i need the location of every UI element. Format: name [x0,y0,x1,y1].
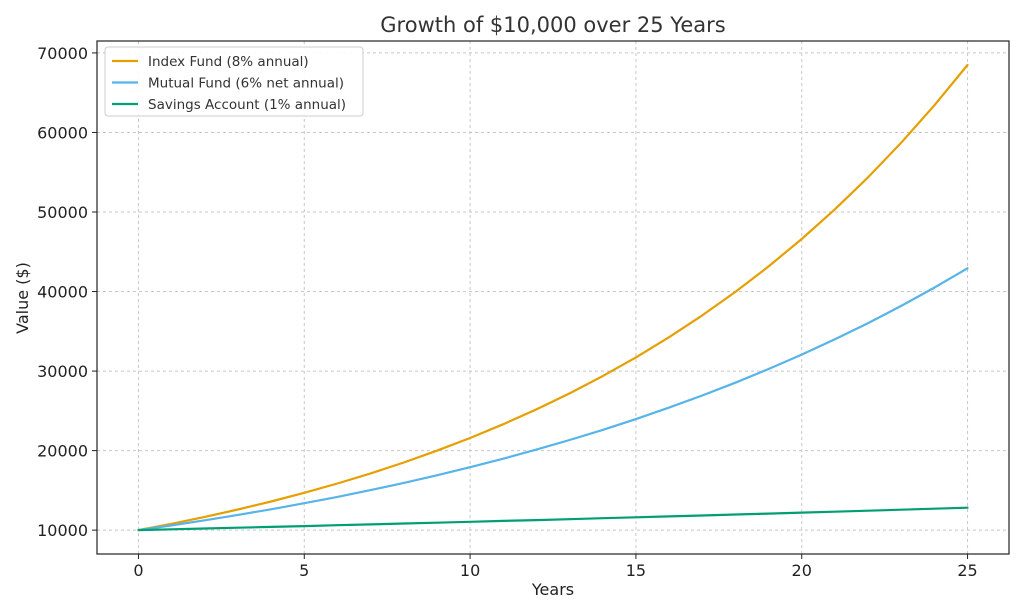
chart-title: Growth of $10,000 over 25 Years [380,13,725,37]
y-tick-label: 70000 [37,44,88,63]
x-tick-label: 15 [626,561,646,580]
grid-layer [97,41,1009,554]
legend-box [104,46,364,117]
x-tick-label: 5 [299,561,309,580]
x-tick-label: 10 [460,561,480,580]
series-layer [137,63,969,532]
y-tick-label: 60000 [37,123,88,142]
x-axis-label: Years [531,580,574,599]
legend: Index Fund (8% annual) Mutual Fund (6% ne… [104,46,364,117]
legend-label-0: Index Fund (8% annual) [148,54,309,70]
series-line-1 [137,267,969,532]
y-tick-label: 50000 [37,203,88,222]
y-tick-label: 10000 [37,521,88,540]
x-tick-label: 0 [133,561,143,580]
y-tick-label: 20000 [37,442,88,461]
series-line-0 [137,63,969,532]
x-tick-label: 20 [792,561,812,580]
y-axis-ticks: 10000 20000 30000 40000 50000 60000 70000 [37,44,97,540]
x-tick-label: 25 [957,561,977,580]
legend-entries: Index Fund (8% annual) Mutual Fund (6% ne… [112,54,346,113]
x-axis-ticks: 0 5 10 15 20 25 [133,554,978,580]
axes-layer [96,40,1010,555]
y-axis-label: Value ($) [13,262,32,334]
series-line-2 [137,506,969,532]
y-tick-label: 30000 [37,362,88,381]
plot-frame [96,40,1010,555]
legend-label-1: Mutual Fund (6% net annual) [148,76,344,92]
y-tick-label: 40000 [37,283,88,302]
legend-label-2: Savings Account (1% annual) [148,97,346,113]
